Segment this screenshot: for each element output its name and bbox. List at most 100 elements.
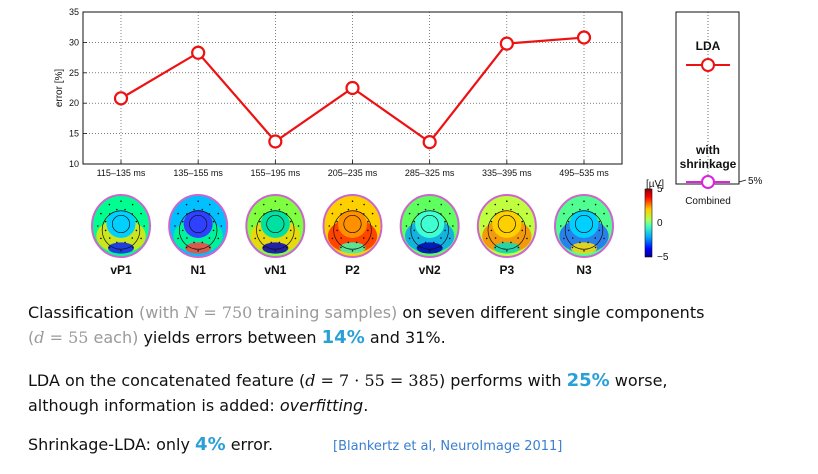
legend-lda-marker bbox=[701, 58, 715, 72]
p2-overfitting: overfitting bbox=[279, 396, 364, 415]
electrode bbox=[567, 220, 570, 223]
electrode bbox=[108, 237, 111, 239]
component-label: N1 bbox=[190, 263, 206, 277]
p2-highlight-25: 25% bbox=[566, 370, 610, 391]
contour bbox=[420, 214, 439, 234]
electrode bbox=[185, 203, 188, 206]
electrode bbox=[108, 213, 111, 215]
electrode bbox=[448, 212, 451, 215]
electrode bbox=[494, 213, 497, 215]
electrode bbox=[124, 208, 126, 211]
data-point bbox=[576, 30, 592, 45]
contour bbox=[497, 214, 516, 234]
electrode bbox=[598, 220, 601, 223]
electrode bbox=[571, 246, 574, 249]
electrode bbox=[135, 229, 138, 232]
citation: [Blankertz et al, NeuroImage 2011] bbox=[333, 439, 563, 454]
p2-text-i: . bbox=[363, 396, 369, 415]
paragraph-shrinkage: Shrinkage-LDA: only 4% error. [Blankertz … bbox=[28, 432, 808, 459]
legend-shrinkage-line1: with bbox=[695, 143, 720, 157]
x-tick-label: 285–325 ms bbox=[405, 168, 455, 178]
electrode bbox=[340, 203, 342, 206]
electrode bbox=[603, 212, 605, 215]
p3-highlight-4: 4% bbox=[195, 434, 226, 455]
data-point bbox=[191, 45, 206, 60]
field-posterior bbox=[339, 242, 366, 254]
electrode bbox=[501, 208, 504, 211]
electrode bbox=[186, 237, 188, 239]
electrode bbox=[97, 225, 99, 227]
electrode bbox=[331, 237, 334, 240]
p1-math-55: = 55 bbox=[44, 328, 89, 347]
electrode bbox=[208, 203, 211, 206]
component-label: vN2 bbox=[419, 263, 441, 277]
electrode bbox=[259, 220, 261, 223]
contour bbox=[266, 214, 285, 234]
legend-lda-label: LDA bbox=[696, 39, 721, 53]
electrode bbox=[606, 225, 608, 227]
contour bbox=[111, 214, 131, 234]
p1-text-m: and 31%. bbox=[364, 328, 446, 347]
electrode bbox=[181, 220, 184, 223]
electrode bbox=[286, 246, 288, 249]
electrode bbox=[362, 237, 365, 239]
electrode bbox=[571, 237, 574, 239]
electrode bbox=[587, 208, 589, 211]
field-center bbox=[415, 210, 445, 238]
electrode bbox=[140, 237, 142, 240]
electrode bbox=[263, 213, 265, 215]
electrode bbox=[506, 200, 508, 202]
electrode bbox=[108, 246, 111, 249]
electrode bbox=[270, 208, 273, 211]
electrode bbox=[579, 241, 581, 244]
p2-math-d: d bbox=[305, 371, 316, 390]
field-posterior bbox=[185, 242, 212, 254]
electrode bbox=[212, 229, 215, 232]
field-center bbox=[106, 210, 136, 238]
electrode bbox=[501, 241, 504, 244]
colorbar-tick-label: 5 bbox=[657, 184, 663, 195]
electrode bbox=[494, 203, 497, 206]
electrode bbox=[506, 250, 508, 252]
electrode bbox=[417, 237, 420, 239]
y-tick-label: 35 bbox=[69, 7, 79, 17]
electrode bbox=[405, 225, 408, 227]
y-tick-label: 10 bbox=[69, 159, 79, 169]
electrode bbox=[270, 241, 273, 244]
electrode bbox=[201, 241, 204, 244]
electrode bbox=[485, 212, 488, 215]
electrode bbox=[177, 212, 179, 215]
data-point bbox=[422, 135, 437, 150]
electrode bbox=[413, 229, 416, 232]
electrode bbox=[355, 208, 358, 211]
y-axis-label: error [%] bbox=[54, 69, 65, 108]
electrode bbox=[517, 213, 519, 215]
field-center bbox=[338, 210, 367, 238]
electrode bbox=[408, 212, 411, 215]
electrode bbox=[347, 208, 350, 211]
colorbar-tick-label: 0 bbox=[657, 218, 663, 229]
electrode bbox=[212, 220, 215, 223]
electrode bbox=[131, 203, 134, 206]
field-center bbox=[569, 210, 599, 238]
electrode bbox=[417, 203, 419, 206]
legend-shrinkage-marker bbox=[701, 175, 715, 189]
p1-math-d: d bbox=[34, 328, 45, 347]
electrode bbox=[186, 213, 188, 215]
series-lda bbox=[113, 30, 592, 150]
electrode bbox=[181, 229, 184, 232]
electrode bbox=[116, 208, 118, 211]
electrode bbox=[374, 225, 377, 227]
electrode bbox=[274, 250, 277, 252]
electrode bbox=[448, 237, 451, 240]
electrode bbox=[362, 213, 365, 215]
electrode bbox=[560, 225, 562, 227]
y-tick-label: 15 bbox=[69, 129, 79, 139]
electrode bbox=[444, 220, 446, 223]
p1-text-k: yields errors between bbox=[138, 328, 322, 347]
electrode bbox=[217, 212, 220, 215]
data-point bbox=[499, 36, 514, 51]
electrode bbox=[417, 213, 420, 215]
electrode bbox=[408, 237, 411, 240]
p3-text-c: error. bbox=[225, 435, 274, 454]
